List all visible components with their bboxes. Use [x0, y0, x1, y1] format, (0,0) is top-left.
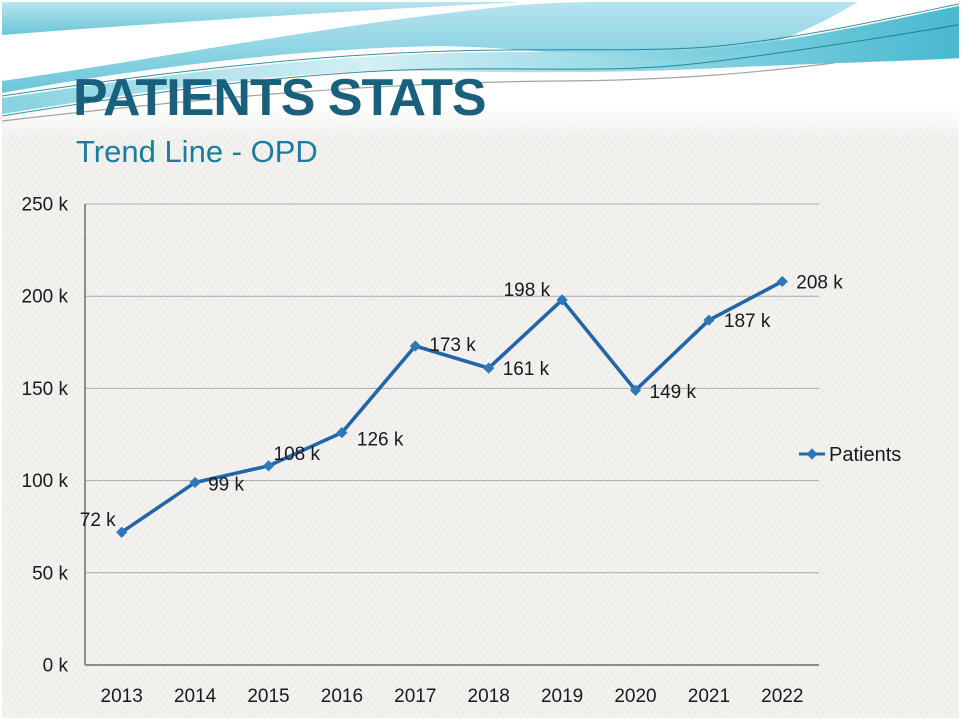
data-point-marker	[703, 314, 715, 326]
x-tick-label: 2015	[247, 686, 289, 707]
y-tick-label: 0 k	[43, 656, 69, 677]
slide-title: PATIENTS STATS	[73, 69, 487, 127]
data-label: 173 k	[429, 335, 476, 356]
wave-accent-line-gray	[2, 62, 835, 122]
data-point-marker	[776, 275, 788, 288]
x-tick-label: 2016	[321, 686, 363, 707]
data-point-marker	[556, 294, 568, 306]
x-tick-label: 2020	[614, 686, 656, 707]
wave-ribbon-shape	[2, 5, 959, 114]
data-point-marker	[336, 427, 348, 439]
data-label: 208 k	[796, 272, 843, 293]
wave-cap-shape	[2, 2, 522, 35]
x-tick-label: 2021	[688, 686, 730, 707]
legend-label: Patients	[829, 444, 901, 466]
y-tick-label: 250 k	[22, 195, 69, 216]
trend-line	[119, 279, 785, 535]
x-tick-label: 2014	[174, 686, 217, 707]
y-tick-label: 50 k	[32, 563, 68, 584]
header-wave-decoration	[2, 2, 959, 140]
data-point-marker	[483, 362, 495, 374]
wave-accent-line-upper	[2, 3, 959, 97]
x-tick-label: 2018	[468, 686, 510, 707]
x-tick-label: 2013	[101, 686, 143, 707]
data-label: 72 k	[80, 510, 116, 531]
data-label: 108 k	[274, 444, 321, 465]
data-label: 198 k	[504, 280, 551, 301]
y-tick-label: 150 k	[22, 379, 69, 400]
x-tick-label: 2019	[541, 686, 583, 707]
y-tick-label: 100 k	[22, 471, 69, 492]
wave-main-shape	[2, 2, 858, 93]
data-point-marker	[629, 384, 642, 396]
data-label: 149 k	[650, 382, 697, 403]
slide-subtitle: Trend Line - OPD	[76, 134, 318, 169]
data-label: 126 k	[357, 430, 404, 451]
wave-accent-line-lower	[2, 24, 959, 117]
y-tick-label: 200 k	[22, 287, 69, 308]
data-point-marker	[262, 460, 275, 472]
legend: Patients	[799, 444, 901, 466]
legend-marker-icon	[806, 448, 818, 460]
data-label: 187 k	[724, 311, 771, 332]
data-point-marker	[409, 340, 421, 352]
data-label: 99 k	[208, 474, 244, 495]
data-point-marker	[189, 476, 201, 489]
x-tick-label: 2022	[761, 686, 803, 707]
data-point-marker	[116, 526, 128, 538]
data-label: 161 k	[503, 359, 550, 380]
x-tick-label: 2017	[394, 686, 436, 707]
